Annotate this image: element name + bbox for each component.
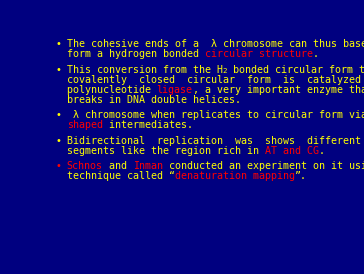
Text: •: • (55, 161, 62, 171)
Text: form a hydrogen bonded: form a hydrogen bonded (67, 49, 205, 59)
Text: This conversion from the H: This conversion from the H (67, 65, 223, 75)
Text: , a very important enzyme that seals ss: , a very important enzyme that seals ss (193, 85, 364, 95)
Text: ”.: ”. (294, 171, 306, 181)
Text: •: • (55, 110, 62, 120)
Text: 2: 2 (223, 67, 227, 73)
Text: conducted an experiment on it using a: conducted an experiment on it using a (163, 161, 364, 171)
Text: polynucleotide: polynucleotide (67, 85, 157, 95)
Text: breaks in DNA double helices.: breaks in DNA double helices. (67, 95, 241, 105)
Text: AT and CG: AT and CG (265, 146, 318, 156)
Text: ligase: ligase (157, 85, 193, 95)
Text: shaped: shaped (67, 120, 103, 130)
Text: .: . (318, 146, 325, 156)
Text: denaturation mapping: denaturation mapping (175, 171, 294, 181)
Text: technique called “: technique called “ (67, 171, 175, 181)
Text: Schnos: Schnos (67, 161, 103, 171)
Text: •: • (55, 136, 62, 146)
Text: •: • (55, 39, 62, 49)
Text: •: • (55, 65, 62, 75)
Text: segments like the region rich in: segments like the region rich in (67, 146, 265, 156)
Text: The cohesive ends of a  λ chromosome can thus base-pair to: The cohesive ends of a λ chromosome can … (67, 39, 364, 49)
Text: λ chromosome when replicates to circular form via: λ chromosome when replicates to circular… (67, 110, 364, 120)
Text: circular structure: circular structure (205, 49, 313, 59)
Text: covalently  closed  circular  form  is  catalyzed   by: covalently closed circular form is catal… (67, 75, 364, 85)
Text: .: . (313, 49, 318, 59)
Text: bonded circular form to the: bonded circular form to the (227, 65, 364, 75)
Text: Bidirectional  replication  was  shows  different  at  different: Bidirectional replication was shows diff… (67, 136, 364, 146)
Text: intermediates.: intermediates. (103, 120, 193, 130)
Text: and: and (103, 161, 132, 171)
Text: Inman: Inman (132, 161, 163, 171)
